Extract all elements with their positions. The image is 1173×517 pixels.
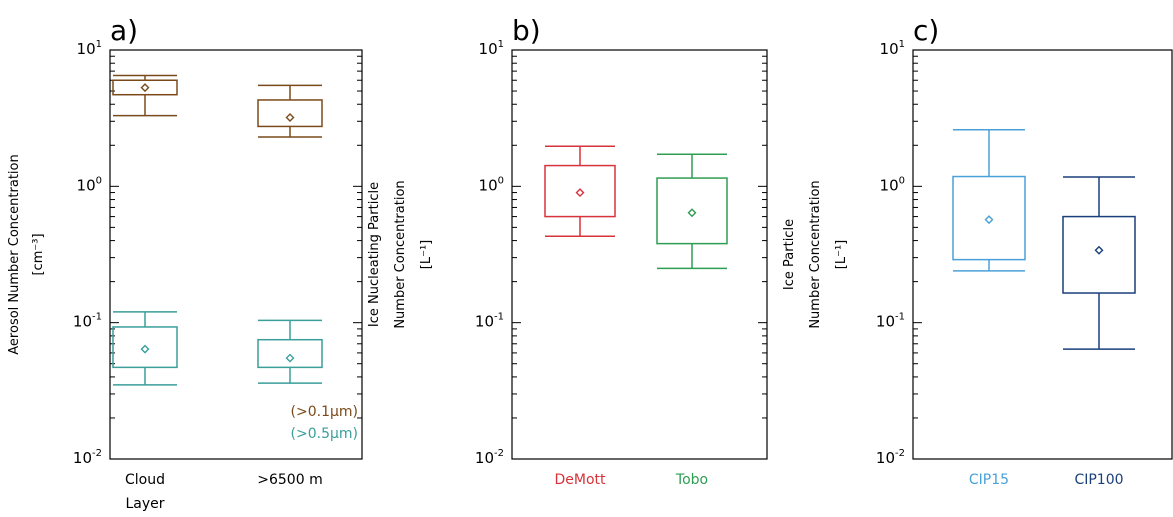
box-plot bbox=[257, 84, 323, 138]
mean-marker bbox=[1094, 245, 1104, 255]
panel-label: b) bbox=[512, 14, 541, 47]
y-tick-label: 10-2 bbox=[73, 448, 102, 467]
x-category-label: Cloud bbox=[125, 472, 165, 488]
y-tick-label: 10-1 bbox=[876, 312, 905, 331]
mean-marker bbox=[140, 83, 150, 93]
y-axis-label: [L⁻¹] bbox=[834, 240, 849, 269]
panel-label: a) bbox=[110, 14, 138, 47]
y-tick-label: 101 bbox=[880, 39, 905, 58]
y-tick-label: 100 bbox=[880, 175, 905, 194]
y-axis-label: Aerosol Number Concentration bbox=[7, 154, 22, 354]
y-axis-label: Number Concentration bbox=[808, 180, 823, 328]
y-axis-label: Ice Nucleating Particle bbox=[367, 182, 382, 327]
box-plot bbox=[952, 129, 1026, 272]
panel-1: 10-2 10-1 100 101 Aerosol Number Concentrati… bbox=[7, 14, 363, 512]
x-category-label: CIP15 bbox=[969, 472, 1009, 488]
y-axis-label: Ice Particle bbox=[782, 219, 797, 290]
y-tick-label: 100 bbox=[77, 175, 102, 194]
x-category-label: DeMott bbox=[554, 472, 606, 488]
y-tick-label: 10-2 bbox=[876, 448, 905, 467]
plot-frame bbox=[912, 49, 1173, 460]
box-plot bbox=[544, 145, 616, 238]
y-tick-label: 10-2 bbox=[475, 448, 504, 467]
series-annotation: (>0.1µm) bbox=[291, 404, 358, 420]
box-iqr bbox=[1062, 215, 1136, 294]
mean-marker bbox=[984, 215, 994, 225]
panel-label: c) bbox=[913, 14, 939, 47]
y-tick-label: 101 bbox=[479, 39, 504, 58]
y-axis-label: [L⁻¹] bbox=[419, 240, 434, 269]
box-iqr bbox=[952, 175, 1026, 261]
box-plot bbox=[656, 153, 728, 270]
box-plot bbox=[1062, 176, 1136, 350]
panel-3: 10-2 10-1 100 101 Ice Particle Number Concent… bbox=[782, 14, 1173, 488]
panel-2: 10-2 10-1 100 101 Ice Nucleating Particle Num… bbox=[367, 14, 768, 488]
box-iqr bbox=[112, 79, 178, 96]
x-category-label: CIP100 bbox=[1074, 472, 1123, 488]
box-iqr bbox=[112, 326, 178, 369]
x-category-label: Tobo bbox=[675, 472, 708, 488]
y-axis-label: Number Concentration bbox=[393, 180, 408, 328]
x-category-label: Layer bbox=[125, 496, 164, 512]
box-plot bbox=[112, 74, 178, 117]
y-tick-label: 10-1 bbox=[475, 312, 504, 331]
y-tick-label: 101 bbox=[77, 39, 102, 58]
y-axis-label: [cm⁻³] bbox=[31, 233, 46, 275]
y-tick-label: 10-1 bbox=[73, 312, 102, 331]
box-iqr bbox=[656, 177, 728, 245]
mean-marker bbox=[575, 188, 585, 198]
mean-marker bbox=[687, 208, 697, 218]
y-tick-label: 100 bbox=[479, 175, 504, 194]
plot-frame bbox=[511, 49, 768, 460]
box-iqr bbox=[257, 338, 323, 369]
x-category-label: >6500 m bbox=[257, 472, 322, 488]
box-iqr bbox=[257, 99, 323, 128]
series-annotation: (>0.5µm) bbox=[291, 426, 358, 442]
mean-marker bbox=[285, 112, 295, 122]
plot-frame bbox=[109, 49, 363, 460]
box-iqr bbox=[544, 164, 616, 218]
mean-marker bbox=[285, 353, 295, 363]
mean-marker bbox=[140, 344, 150, 354]
box-plot bbox=[112, 311, 178, 386]
box-plot bbox=[257, 319, 323, 384]
